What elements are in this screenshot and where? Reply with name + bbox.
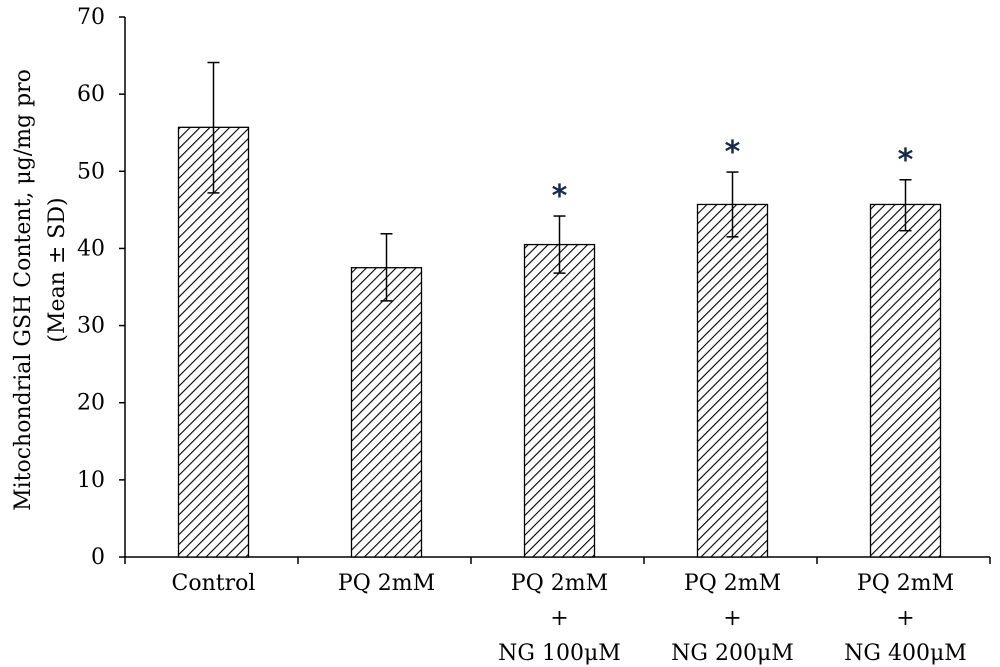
bar-chart: Mitochondrial GSH Content, μg/mg pro (Me… <box>0 0 1000 667</box>
y-tick-label: 60 <box>77 82 105 107</box>
bar <box>871 204 941 557</box>
y-tick-label: 70 <box>77 5 105 30</box>
x-tick-label: + <box>723 606 741 631</box>
y-axis-label-line2: (Mean ± SD) <box>45 197 70 342</box>
bar <box>352 268 422 557</box>
y-axis-label-line1: Mitochondrial GSH Content, μg/mg pro <box>11 69 36 511</box>
bar <box>698 204 768 557</box>
x-tick-label: PQ 2mM <box>857 571 954 596</box>
x-tick-label: PQ 2mM <box>684 571 781 596</box>
x-tick-label: + <box>550 606 568 631</box>
significance-asterisk: * <box>552 179 568 214</box>
y-tick-label: 10 <box>77 468 105 493</box>
x-tick-labels: Control PQ 2mM PQ 2mM + NG 100μM PQ 2mM + NG 20… <box>172 571 967 666</box>
y-tick-label: 50 <box>77 159 105 184</box>
significance-asterisk: * <box>725 135 741 170</box>
x-tick-label: Control <box>172 571 256 596</box>
significance-asterisk: * <box>898 143 914 178</box>
x-tick-label: NG 200μM <box>671 641 794 666</box>
y-axis-title: Mitochondrial GSH Content, μg/mg pro (Me… <box>11 69 70 511</box>
y-tick-label: 20 <box>77 391 105 416</box>
bar <box>525 245 595 557</box>
x-tick-label: PQ 2mM <box>511 571 608 596</box>
y-tick-labels: 0 10 20 30 40 50 60 70 <box>77 5 105 570</box>
x-tick-label: + <box>896 606 914 631</box>
y-tick-label: 0 <box>91 545 105 570</box>
y-tick-label: 30 <box>77 314 105 339</box>
x-tick-label: PQ 2mM <box>338 571 435 596</box>
x-tick-label: NG 400μM <box>844 641 967 666</box>
x-tick-label: NG 100μM <box>498 641 621 666</box>
y-tick-label: 40 <box>77 236 105 261</box>
